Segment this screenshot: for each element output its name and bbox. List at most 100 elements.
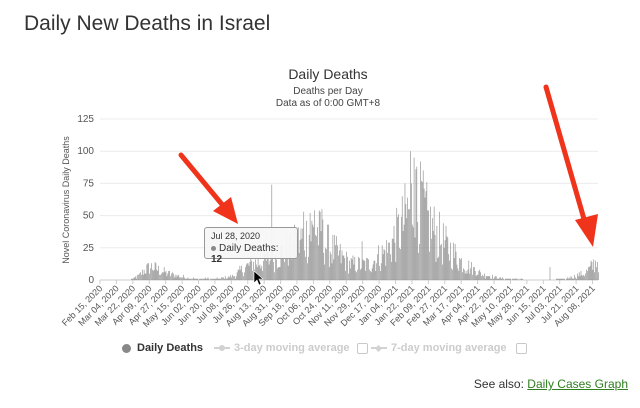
bar	[276, 268, 278, 280]
bar	[131, 278, 132, 280]
bar	[338, 255, 339, 280]
bar	[406, 218, 408, 280]
bar	[515, 278, 516, 280]
bar	[499, 277, 501, 280]
bar	[211, 278, 212, 280]
bar	[582, 276, 584, 280]
bar	[189, 278, 191, 280]
daily-cases-graph-link[interactable]: Daily Cases Graph	[527, 377, 628, 391]
bar	[258, 265, 260, 280]
bar	[421, 180, 422, 280]
bar	[452, 242, 454, 280]
bar	[341, 250, 343, 280]
bar	[414, 237, 416, 280]
bar	[513, 278, 514, 280]
bar	[184, 278, 186, 280]
legend-item-daily-deaths[interactable]: Daily Deaths	[122, 342, 203, 354]
bar	[432, 218, 433, 280]
bar	[438, 256, 440, 280]
chart-subtitle-units: Deaths per Day	[293, 86, 362, 97]
page-title: Daily New Deaths in Israel	[24, 12, 271, 35]
legend-marker-circle	[122, 343, 131, 353]
bar	[445, 225, 447, 280]
bar	[521, 278, 523, 280]
bar	[426, 182, 428, 280]
bar	[237, 269, 239, 280]
bar	[257, 258, 259, 280]
legend-label: 3-day moving average	[234, 342, 350, 354]
legend-checkbox-3day[interactable]	[357, 343, 368, 354]
bar	[355, 270, 357, 280]
bar	[323, 252, 325, 280]
bar	[292, 258, 294, 280]
bar	[378, 245, 379, 280]
bar	[240, 269, 242, 280]
bar	[150, 268, 151, 280]
bar	[297, 227, 299, 280]
bar	[388, 242, 389, 280]
bar	[408, 209, 409, 280]
bar	[379, 265, 380, 280]
bar	[410, 151, 411, 280]
bar	[571, 277, 573, 280]
legend-item-3day-average[interactable]: 3-day moving average	[214, 342, 350, 354]
bar	[183, 277, 185, 280]
bar	[222, 277, 223, 280]
bar	[156, 269, 158, 280]
bar	[456, 264, 458, 280]
bar	[267, 251, 269, 280]
tooltip-date: Jul 28, 2020	[211, 231, 261, 241]
arrow-shaft-left	[178, 152, 228, 211]
bar	[138, 274, 139, 280]
bar	[274, 272, 275, 280]
bar	[175, 277, 177, 280]
legend-item-7day-average[interactable]: 7-day moving average	[371, 342, 507, 354]
bar	[589, 265, 591, 280]
bar	[522, 278, 523, 280]
bar	[181, 277, 182, 280]
bar	[213, 278, 214, 280]
bar	[349, 268, 351, 280]
bar	[443, 247, 445, 280]
legend-marker-line-circle	[214, 345, 230, 351]
bar	[412, 227, 414, 280]
bar	[389, 242, 390, 280]
bar	[228, 276, 230, 280]
bar	[400, 216, 402, 280]
bar	[594, 272, 595, 280]
bar	[149, 273, 150, 280]
bar	[454, 243, 456, 280]
bar	[353, 264, 355, 280]
bar	[190, 278, 191, 280]
bar	[590, 260, 592, 280]
grid-lines	[100, 118, 598, 281]
bar	[332, 234, 334, 280]
bar	[192, 278, 193, 280]
bar	[214, 278, 216, 280]
bar	[344, 258, 346, 280]
bar	[339, 243, 341, 280]
bar	[172, 272, 173, 280]
bar	[295, 255, 296, 280]
bar	[306, 220, 307, 280]
bar	[137, 274, 139, 280]
bar	[466, 273, 468, 280]
bar	[317, 245, 319, 280]
bar	[153, 269, 155, 280]
bar	[376, 263, 377, 280]
bar	[177, 276, 179, 280]
bar	[205, 278, 207, 280]
bar	[380, 270, 381, 280]
bar	[382, 254, 384, 280]
bar	[422, 170, 424, 280]
bar	[451, 268, 452, 280]
bar	[462, 272, 463, 280]
bar	[321, 209, 323, 280]
y-tick-label: 0	[88, 275, 94, 286]
legend-label: Daily Deaths	[137, 342, 204, 354]
bar	[302, 228, 304, 280]
bar	[336, 236, 337, 280]
legend-checkbox-7day[interactable]	[516, 343, 527, 354]
bar	[576, 278, 577, 280]
bar	[139, 273, 140, 280]
